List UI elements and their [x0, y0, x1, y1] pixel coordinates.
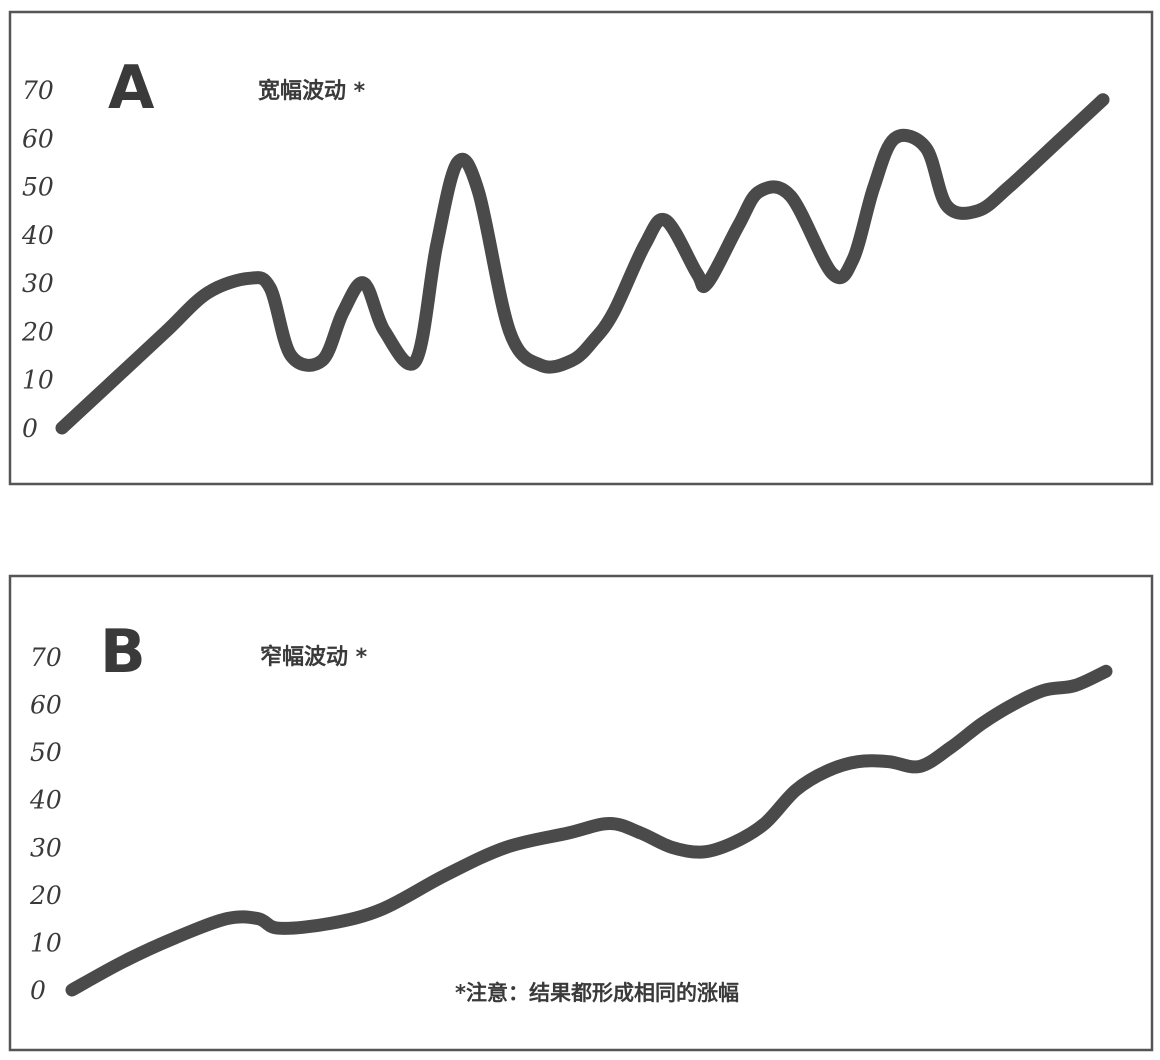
y-tick-label-b: 60 — [30, 691, 62, 720]
y-tick-label-b: 20 — [29, 881, 62, 910]
chart-footnote: *注意：结果都形成相同的涨幅 — [455, 981, 739, 1005]
y-tick-label-b: 30 — [30, 833, 62, 862]
y-tick-label-a: 70 — [22, 76, 54, 105]
chart-subtitle-a: 宽幅波动 * — [258, 78, 366, 104]
y-tick-label-b: 10 — [30, 928, 62, 957]
chart-frame-a — [8, 10, 1154, 486]
y-tick-label-a: 30 — [22, 269, 54, 298]
y-tick-label-a: 20 — [21, 317, 54, 346]
chart-panel-b: B 窄幅波动 * 0 10 20 30 40 50 60 70 *注意：结果都形成相同的涨幅 — [8, 574, 1154, 1052]
chart-subtitle-b: 窄幅波动 * — [260, 644, 368, 670]
y-tick-label-a: 10 — [22, 366, 54, 395]
chart-panel-a: A 宽幅波动 * 0 10 20 30 40 50 60 70 — [8, 10, 1154, 486]
series-line-a — [55, 93, 1110, 435]
panel-label-a: A — [108, 53, 155, 123]
y-axis-ticks-a: 0 10 20 30 40 50 60 70 — [21, 76, 54, 443]
y-tick-label-b: 40 — [29, 786, 62, 815]
panel-label-b: B — [100, 617, 146, 687]
y-tick-label-b: 70 — [30, 643, 62, 672]
y-tick-label-a: 40 — [21, 221, 54, 250]
y-axis-ticks-b: 0 10 20 30 40 50 60 70 — [29, 643, 62, 1005]
y-tick-label-a: 50 — [22, 173, 54, 202]
series-line-b — [65, 664, 1113, 997]
y-tick-label-b: 0 — [30, 976, 46, 1005]
y-tick-label-a: 0 — [22, 414, 38, 443]
chart-frame-b — [8, 574, 1154, 1052]
y-tick-label-b: 50 — [30, 738, 62, 767]
y-tick-label-a: 60 — [22, 124, 54, 153]
